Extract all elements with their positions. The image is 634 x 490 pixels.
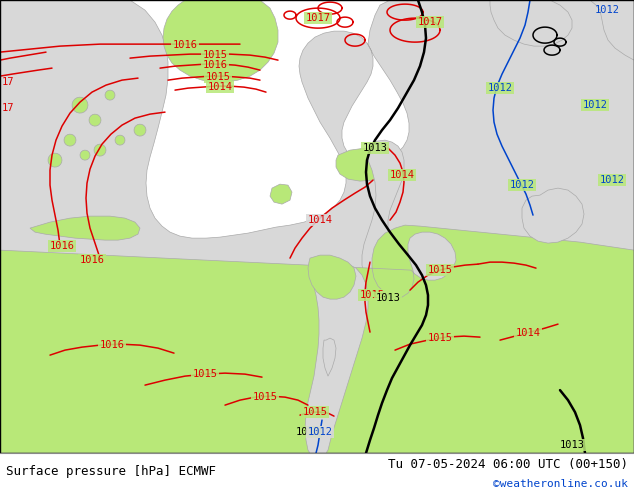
- Text: Surface pressure [hPa] ECMWF: Surface pressure [hPa] ECMWF: [6, 465, 216, 478]
- Text: 1014: 1014: [207, 82, 233, 92]
- Polygon shape: [305, 262, 368, 453]
- Polygon shape: [72, 97, 88, 113]
- Polygon shape: [89, 114, 101, 126]
- Text: 1012: 1012: [510, 180, 534, 190]
- Polygon shape: [80, 150, 90, 160]
- Text: 1015: 1015: [427, 333, 453, 343]
- Polygon shape: [105, 90, 115, 100]
- Text: 1014: 1014: [307, 215, 332, 225]
- Text: 17: 17: [2, 103, 15, 113]
- Text: 1015: 1015: [202, 50, 228, 60]
- Polygon shape: [115, 135, 125, 145]
- Text: 1016: 1016: [100, 340, 124, 350]
- Text: 1015: 1015: [205, 72, 231, 82]
- Text: 1017: 1017: [418, 17, 443, 27]
- Text: 1014: 1014: [389, 170, 415, 180]
- Polygon shape: [134, 124, 146, 136]
- Text: 1013: 1013: [295, 427, 321, 437]
- Text: Tu 07-05-2024 06:00 UTC (00+150): Tu 07-05-2024 06:00 UTC (00+150): [387, 458, 628, 471]
- Text: 1016: 1016: [79, 255, 105, 265]
- Polygon shape: [0, 0, 634, 453]
- Text: 1016: 1016: [172, 40, 198, 50]
- Text: 1016: 1016: [49, 241, 75, 251]
- Text: ©weatheronline.co.uk: ©weatheronline.co.uk: [493, 479, 628, 489]
- Polygon shape: [0, 225, 634, 453]
- Polygon shape: [323, 338, 336, 376]
- Polygon shape: [308, 255, 356, 299]
- Polygon shape: [522, 188, 584, 243]
- Text: 1015: 1015: [302, 407, 328, 417]
- Polygon shape: [270, 184, 292, 204]
- Text: 17: 17: [2, 77, 15, 87]
- Text: 1012: 1012: [488, 83, 512, 93]
- Text: 1013: 1013: [363, 143, 387, 153]
- Text: 1012: 1012: [583, 100, 607, 110]
- Text: 1013: 1013: [375, 293, 401, 303]
- Text: 1017: 1017: [306, 13, 330, 23]
- Text: 1015: 1015: [193, 369, 217, 379]
- Polygon shape: [490, 0, 572, 46]
- Text: 1016: 1016: [202, 60, 228, 70]
- Polygon shape: [163, 0, 278, 82]
- Polygon shape: [336, 148, 394, 181]
- Polygon shape: [64, 134, 76, 146]
- Polygon shape: [590, 0, 634, 60]
- Polygon shape: [362, 140, 404, 287]
- Polygon shape: [48, 153, 62, 167]
- Text: 1013: 1013: [559, 440, 585, 450]
- Polygon shape: [94, 144, 106, 156]
- Text: 1014: 1014: [515, 328, 541, 338]
- Text: 1015: 1015: [252, 392, 278, 402]
- Polygon shape: [30, 216, 140, 240]
- Text: 1012: 1012: [595, 5, 620, 15]
- Text: 1012: 1012: [307, 427, 332, 437]
- Text: 1015: 1015: [427, 265, 453, 275]
- Text: 1015: 1015: [359, 290, 384, 300]
- Text: 1012: 1012: [600, 175, 624, 185]
